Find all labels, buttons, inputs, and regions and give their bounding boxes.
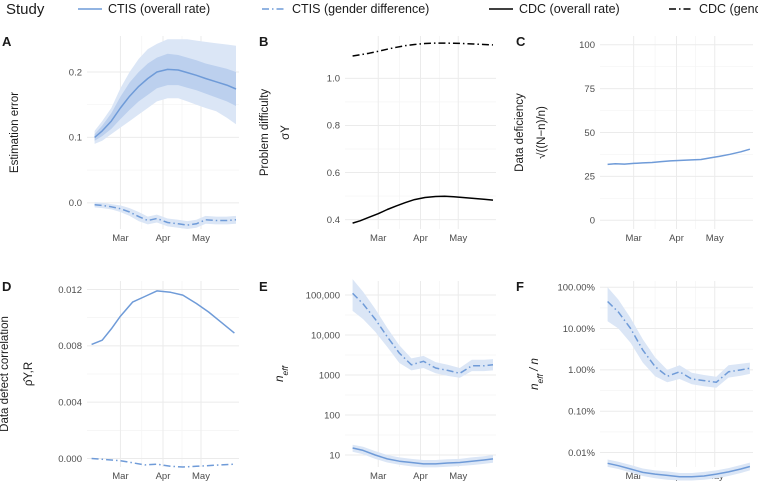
series-line-B-0	[352, 195, 494, 224]
y-tick-label: 0	[590, 216, 595, 227]
series-line-E-0	[352, 447, 494, 465]
series-line-D-0	[91, 290, 235, 346]
y-axis-symbol-D: ρ̂Y,R	[23, 362, 35, 386]
y-axis-title-D: Data defect correlation	[0, 316, 11, 432]
y-tick-label: 100,000	[306, 290, 340, 301]
y-tick-label: 0.008	[58, 341, 82, 352]
ci-band-E-1	[352, 279, 493, 378]
y-tick-label: 10	[329, 450, 340, 461]
x-tick-label: May	[706, 233, 724, 244]
y-tick-label: 1000	[319, 370, 340, 381]
x-tick-label: May	[449, 471, 467, 482]
x-tick-label: Mar	[370, 471, 386, 482]
y-tick-label: 100	[579, 40, 595, 51]
y-tick-label: 0.01%	[568, 448, 595, 459]
y-tick-label: 0.8	[327, 121, 340, 132]
y-tick-label: 10,000	[311, 330, 340, 341]
y-tick-label: 0.2	[69, 67, 82, 78]
panel-C: 0 25 50 75 100 Mar Apr May C Data deficiency √((N−…	[514, 34, 753, 244]
x-tick-label: Apr	[156, 471, 171, 482]
series-line-A-0	[94, 68, 237, 138]
ci-band-E-0	[352, 444, 493, 468]
legend-entry-cdc_overall: CDC (overall rate)	[489, 2, 620, 16]
y-tick-label: 0.0	[69, 198, 82, 209]
y-tick-label: 0.1	[69, 133, 82, 144]
x-tick-label: Mar	[112, 471, 128, 482]
y-tick-label: 100.00%	[557, 283, 595, 294]
x-tick-label: Apr	[413, 233, 428, 244]
y-axis-symbol-B: σY	[280, 125, 292, 140]
y-tick-label: 0.012	[58, 285, 82, 296]
panel-letter-E: E	[259, 279, 268, 294]
panel-letter-F: F	[516, 279, 524, 294]
ci-band-inner-A-0	[94, 53, 236, 141]
panel-A: 0.0 0.1 0.2 Mar Apr May A Estimation error	[2, 34, 239, 244]
legend-label-cdc_gender: CDC (gender difference)	[699, 2, 758, 16]
series-line-C-0	[607, 148, 751, 166]
y-tick-label: 0.4	[327, 215, 340, 226]
y-axis-symbol-C: √((N−n)/n)	[535, 106, 548, 159]
legend: Study CTIS (overall rate) CTIS (gender di…	[6, 1, 758, 18]
legend-entry-cdc_gender: CDC (gender difference)	[669, 2, 758, 16]
y-tick-label: 0.000	[58, 454, 82, 465]
y-tick-label: 10.00%	[563, 324, 596, 335]
ci-band-F-1	[607, 287, 750, 388]
legend-label-cdc_overall: CDC (overall rate)	[519, 2, 620, 16]
y-axis-title-B: Problem difficulty	[259, 89, 271, 177]
y-axis-title-E: neff	[274, 364, 290, 381]
x-tick-label: Mar	[112, 233, 128, 244]
y-tick-label: 0.6	[327, 168, 340, 179]
legend-entry-ctis_overall: CTIS (overall rate)	[78, 2, 210, 16]
y-tick-label: 25	[584, 172, 595, 183]
x-tick-label: Apr	[669, 233, 684, 244]
y-tick-label: 50	[584, 128, 595, 139]
y-axis-title-F: neff / n	[529, 358, 545, 390]
y-tick-label: 1.0	[327, 74, 340, 85]
panel-F: 0.01%0.10%1.00%10.00%100.00%MarAprMayFne…	[516, 279, 753, 482]
panel-letter-C: C	[516, 34, 526, 49]
x-tick-label: Apr	[413, 471, 428, 482]
series-line-B-1	[352, 42, 494, 57]
x-tick-label: May	[192, 233, 210, 244]
y-axis-title-A: Estimation error	[9, 92, 21, 173]
ci-band-F-0	[607, 459, 750, 481]
legend-title: Study	[6, 1, 45, 18]
panel-letter-A: A	[2, 34, 12, 49]
legend-label-ctis_gender: CTIS (gender difference)	[292, 2, 429, 16]
series-line-A-1	[94, 204, 237, 226]
y-tick-label: 0.10%	[568, 407, 595, 418]
series-line-D-1	[91, 457, 235, 468]
legend-entry-ctis_gender: CTIS (gender difference)	[262, 2, 429, 16]
series-line-F-0	[607, 462, 751, 478]
x-tick-label: Mar	[625, 471, 641, 482]
y-tick-label: 100	[324, 410, 340, 421]
ci-band-A-1	[94, 202, 236, 229]
x-tick-label: Mar	[370, 233, 386, 244]
panel-D: 0.000 0.004 0.008 0.012 Mar Apr May D Data defec…	[0, 279, 239, 482]
x-tick-label: Apr	[156, 233, 171, 244]
panel-letter-D: D	[2, 279, 11, 294]
panel-B: 0.4 0.6 0.8 1.0 Mar Apr May B Problem difficulty…	[259, 34, 496, 244]
x-tick-label: May	[192, 471, 210, 482]
y-tick-label: 75	[584, 84, 595, 95]
x-tick-label: Mar	[625, 233, 641, 244]
y-tick-label: 0.004	[58, 397, 82, 408]
series-line-E-1	[352, 292, 494, 375]
x-tick-label: May	[449, 233, 467, 244]
y-tick-label: 1.00%	[568, 365, 595, 376]
y-axis-title-C: Data deficiency	[514, 93, 526, 172]
panel-letter-B: B	[259, 34, 268, 49]
legend-label-ctis_overall: CTIS (overall rate)	[108, 2, 210, 16]
series-line-F-1	[607, 300, 751, 384]
